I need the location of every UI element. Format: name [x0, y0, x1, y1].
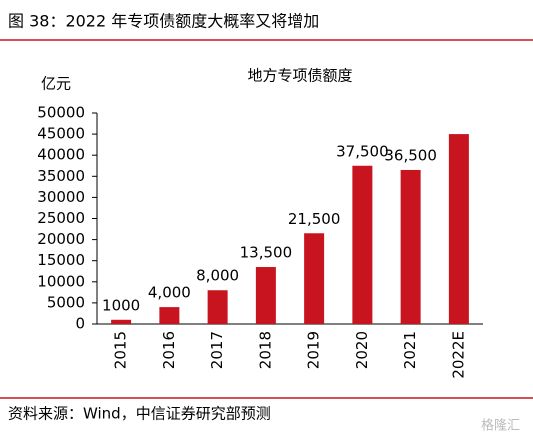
bar — [207, 290, 228, 324]
bar — [352, 165, 373, 324]
x-tick-label: 2020 — [353, 331, 371, 369]
bar — [111, 319, 132, 324]
value-label: 1000 — [102, 296, 140, 314]
watermark: 格隆汇 — [481, 418, 520, 434]
caption: 图 38：2022 年专项债额度大概率又将增加 — [8, 12, 319, 31]
x-tick-label: 2015 — [112, 331, 130, 369]
x-tick-label: 2016 — [160, 331, 178, 369]
source: 资料来源：Wind，中信证券研究部预测 — [8, 405, 271, 423]
x-tick-label: 2019 — [305, 331, 323, 369]
y-tick-label: 10000 — [37, 272, 85, 290]
x-tick-label: 2021 — [401, 331, 419, 369]
x-tick-label: 2017 — [208, 331, 226, 369]
y-tick-label: 35000 — [37, 167, 85, 185]
value-label: 37,500 — [336, 142, 389, 160]
value-label: 13,500 — [240, 244, 293, 262]
bar — [400, 169, 421, 324]
y-axis-label: 亿元 — [41, 75, 71, 93]
y-tick-label: 40000 — [37, 146, 85, 164]
value-label: 21,500 — [288, 210, 341, 228]
bar — [159, 307, 180, 324]
x-tick-label: 2018 — [256, 331, 274, 369]
bar — [255, 267, 276, 324]
value-label: 8,000 — [196, 267, 239, 285]
chart-title: 地方专项债额度 — [247, 67, 352, 85]
y-tick-label: 0 — [75, 315, 85, 333]
x-tick-label: 2022E — [449, 331, 467, 379]
y-tick-label: 50000 — [37, 104, 85, 122]
y-tick-label: 45000 — [37, 125, 85, 143]
bar — [304, 233, 325, 324]
y-tick-label: 15000 — [37, 251, 85, 269]
y-tick-label: 5000 — [47, 293, 85, 311]
y-tick-label: 30000 — [37, 188, 85, 206]
y-tick-label: 20000 — [37, 230, 85, 248]
bar — [448, 134, 469, 324]
value-label: 36,500 — [384, 146, 437, 164]
y-tick-label: 25000 — [37, 209, 85, 227]
value-label: 4,000 — [148, 284, 191, 302]
